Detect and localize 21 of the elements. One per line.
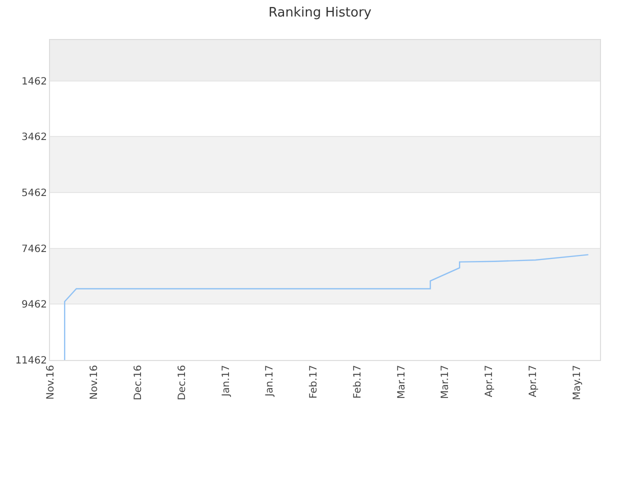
x-tick-label: Jan.17 [220, 365, 232, 398]
y-tick-label: 9462 [22, 300, 47, 311]
y-tick-label: 1462 [22, 76, 47, 88]
x-tick-label: Jan.17 [264, 365, 276, 398]
x-tick-label: Dec.16 [176, 365, 188, 400]
x-tick-label: Nov.16 [45, 365, 56, 400]
x-tick-label: Dec.16 [133, 365, 144, 400]
x-tick-label: Apr.17 [484, 365, 496, 398]
x-tick-label: Feb.17 [308, 365, 320, 399]
y-tick-label: 11462 [15, 356, 47, 366]
line-series [64, 254, 589, 360]
x-tick-label: Nov.16 [89, 365, 100, 400]
x-tick-label: May.17 [572, 365, 583, 400]
y-tick-label: 7462 [22, 244, 47, 255]
x-tick-label: Feb.17 [352, 365, 364, 399]
x-tick-label: Apr.17 [528, 365, 539, 398]
y-tick-label: 5462 [22, 188, 47, 199]
x-tick-label: Mar.17 [440, 365, 452, 399]
y-tick-label: 3462 [22, 132, 47, 144]
x-tick-label: Mar.17 [396, 365, 408, 399]
chart-title: Ranking History [268, 5, 372, 20]
